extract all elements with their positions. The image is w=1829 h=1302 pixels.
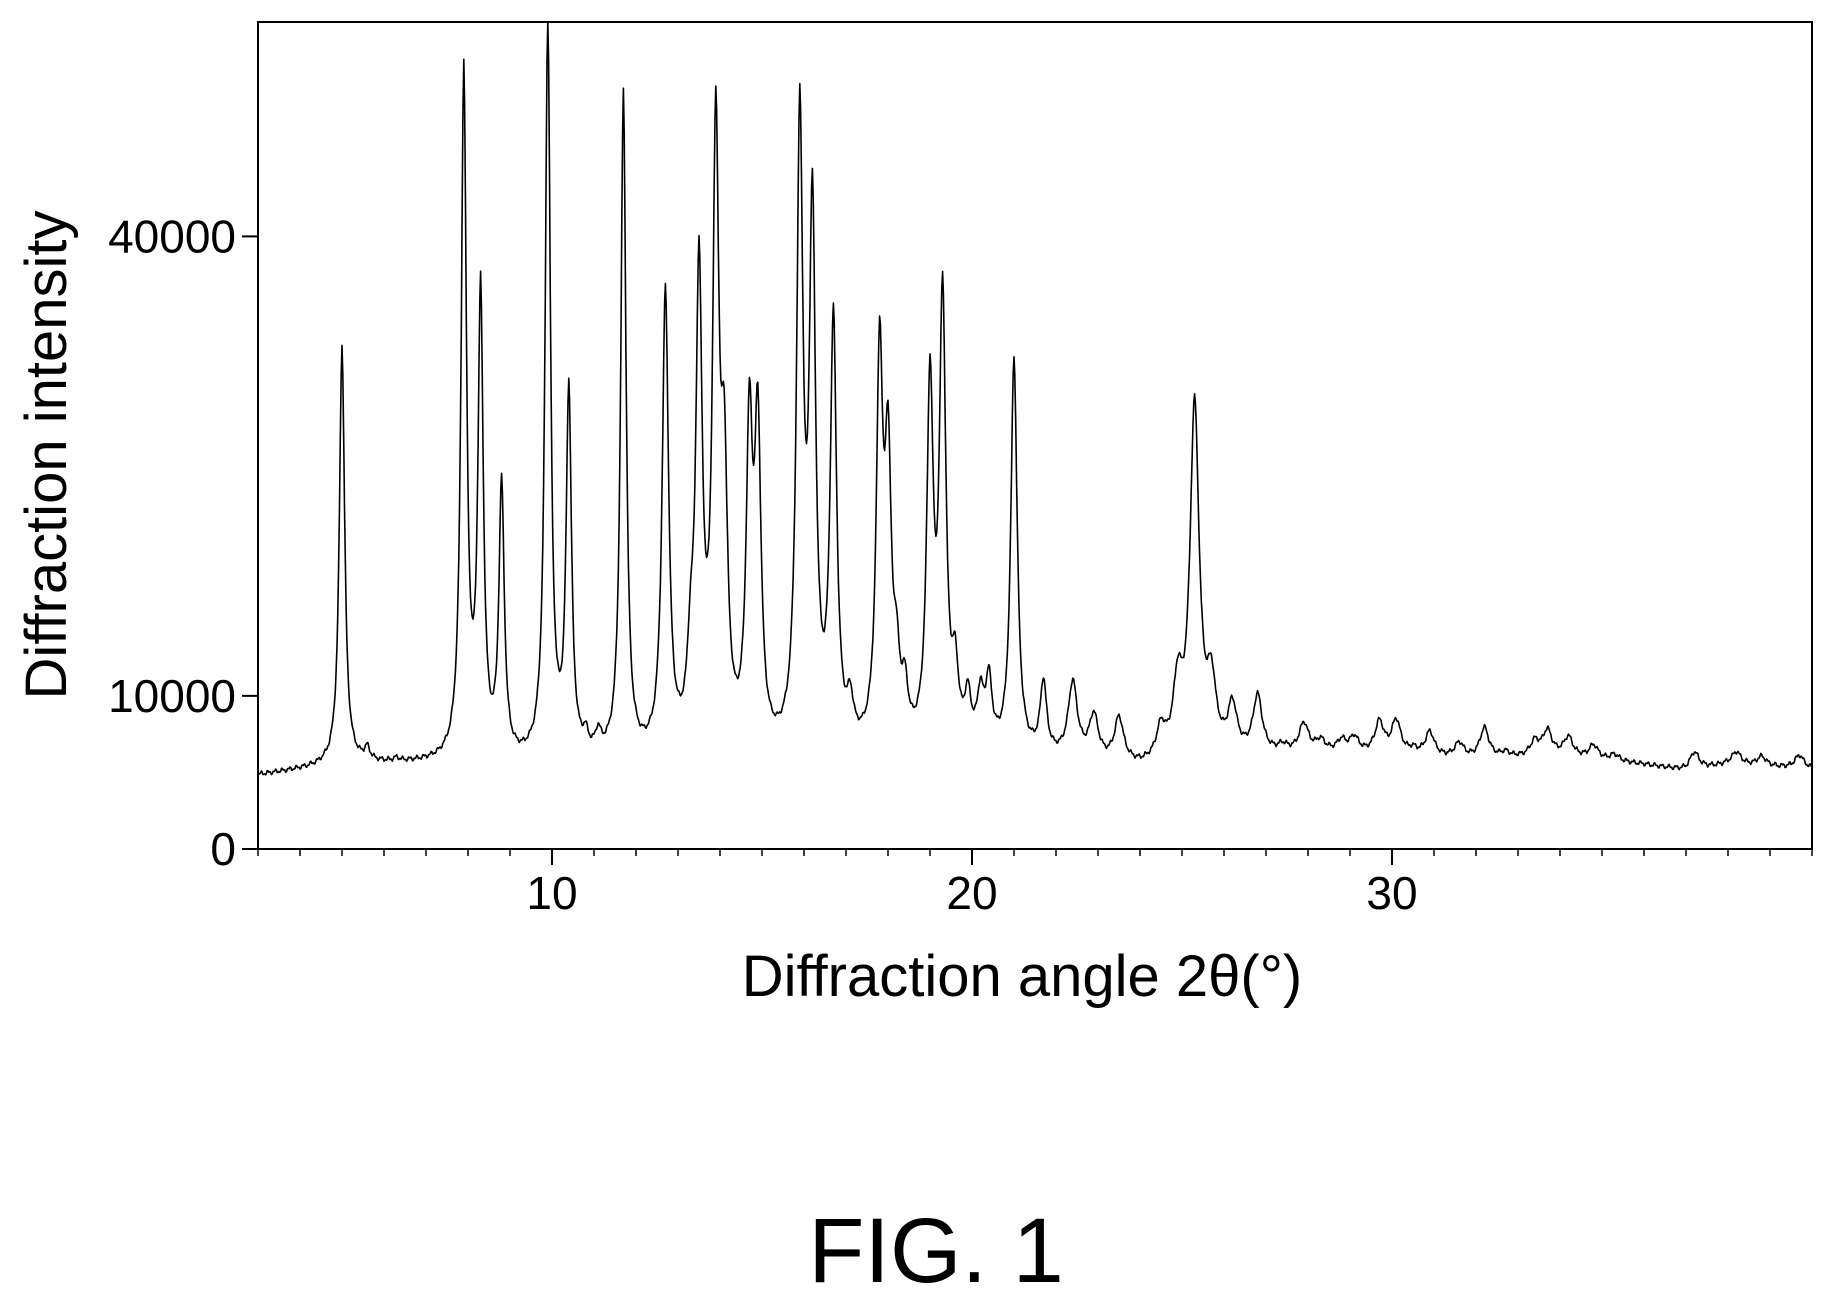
y-axis: 0 10000 40000 bbox=[108, 210, 258, 875]
x-tick-labels: 10 20 30 bbox=[526, 867, 1417, 919]
plot-area bbox=[257, 21, 1813, 850]
figure-caption: FIG. 1 bbox=[808, 1200, 1064, 1302]
diffraction-pattern-line bbox=[257, 21, 1813, 776]
x-axis: 10 20 30 bbox=[257, 849, 1813, 919]
x-tick-label: 30 bbox=[1366, 867, 1417, 919]
x-axis-title: Diffraction angle 2θ(°) bbox=[742, 944, 1303, 1009]
y-axis-title: Diffraction intensity bbox=[14, 211, 79, 700]
x-minor-ticks bbox=[257, 849, 1813, 856]
y-tick-labels: 0 10000 40000 bbox=[108, 210, 236, 875]
y-tick-label: 10000 bbox=[108, 670, 236, 722]
x-major-ticks bbox=[551, 849, 1393, 865]
y-major-ticks bbox=[242, 235, 258, 850]
x-tick-label: 10 bbox=[526, 867, 577, 919]
x-tick-label: 20 bbox=[946, 867, 997, 919]
plot-frame bbox=[257, 21, 1813, 850]
y-tick-label: 0 bbox=[210, 823, 236, 875]
y-tick-label: 40000 bbox=[108, 210, 236, 262]
